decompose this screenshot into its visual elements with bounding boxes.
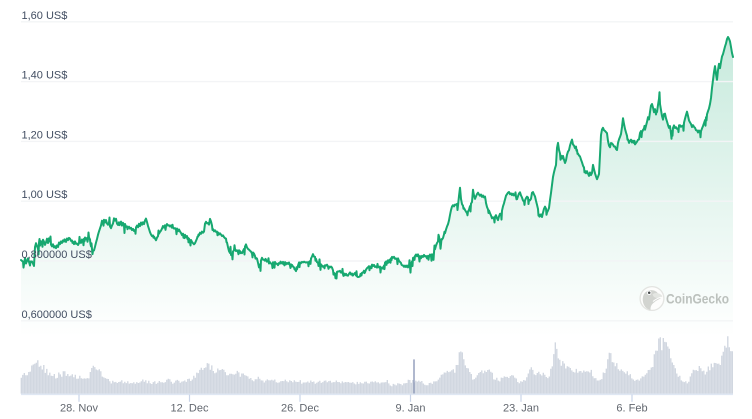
svg-text:9. Jan: 9. Jan <box>396 403 426 415</box>
svg-text:0,600000 US$: 0,600000 US$ <box>22 309 92 321</box>
svg-text:0,800000 US$: 0,800000 US$ <box>22 249 92 261</box>
svg-text:28. Nov: 28. Nov <box>60 403 98 415</box>
svg-text:23. Jan: 23. Jan <box>503 403 539 415</box>
svg-text:6. Feb: 6. Feb <box>616 403 647 415</box>
svg-text:1,60 US$: 1,60 US$ <box>22 10 68 22</box>
svg-text:1,00 US$: 1,00 US$ <box>22 189 68 201</box>
svg-text:1,20 US$: 1,20 US$ <box>22 129 68 141</box>
svg-text:1,40 US$: 1,40 US$ <box>22 70 68 82</box>
svg-text:12. Dec: 12. Dec <box>171 403 209 415</box>
svg-text:26. Dec: 26. Dec <box>281 403 319 415</box>
svg-text:CoinGecko: CoinGecko <box>666 291 729 307</box>
